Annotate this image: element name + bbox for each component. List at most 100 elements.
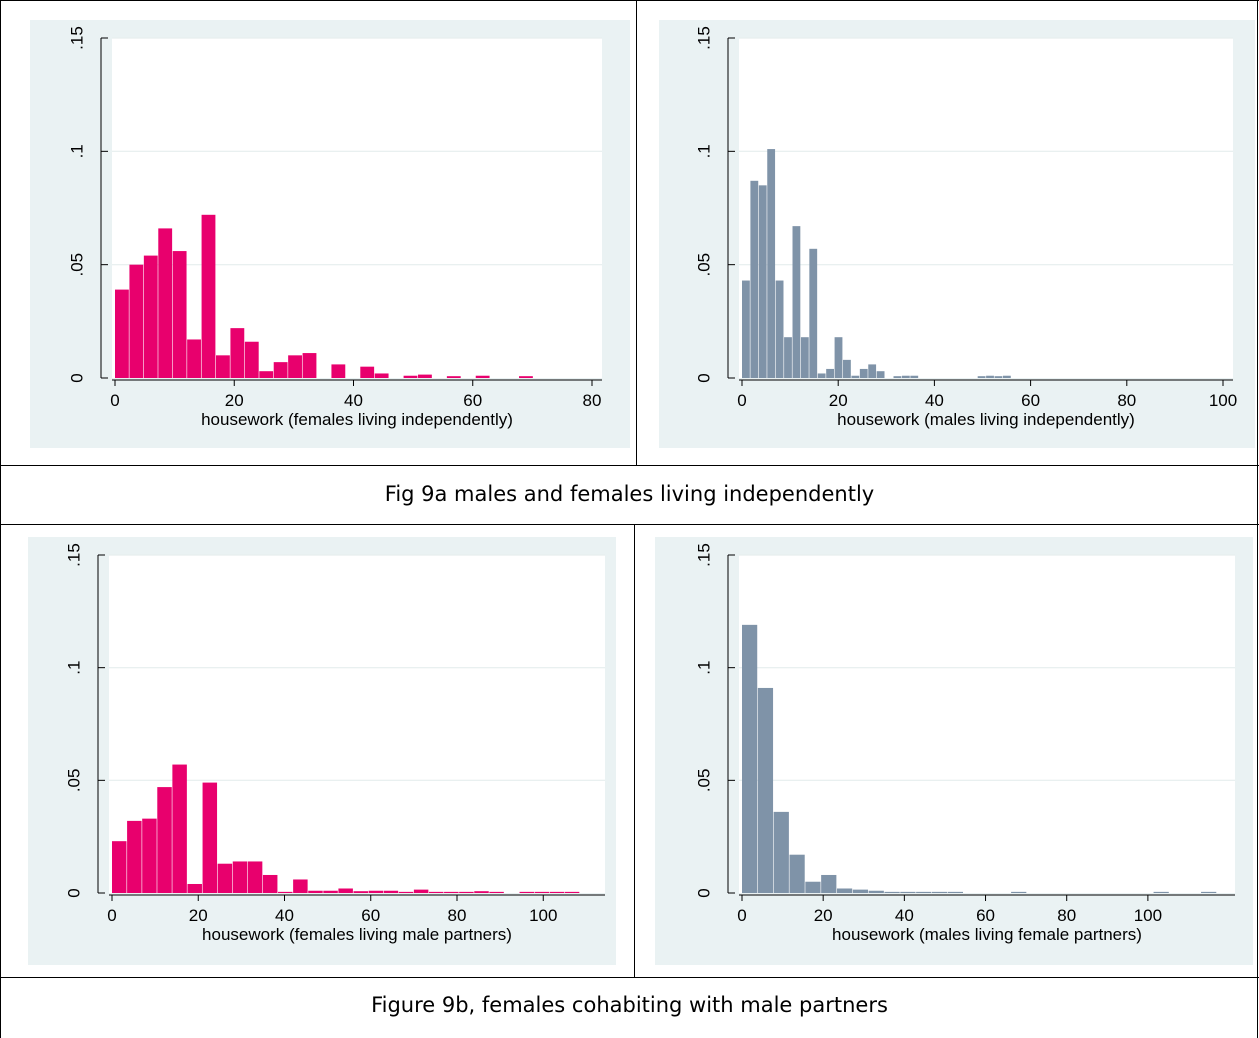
- histogram-bar: [302, 353, 317, 378]
- y-tick-label: .05: [694, 253, 713, 277]
- y-tick-label: .15: [694, 26, 713, 50]
- histogram-bar: [876, 371, 885, 378]
- table-column-divider: [636, 0, 637, 465]
- plot-region: [112, 38, 602, 378]
- histogram-bar: [142, 818, 157, 893]
- histogram-bar: [383, 890, 399, 893]
- histogram-bar: [413, 889, 429, 893]
- histogram-bar: [374, 373, 389, 378]
- histogram-bar: [217, 863, 233, 893]
- histogram-bar: [931, 891, 948, 893]
- x-tick-label: 60: [463, 391, 482, 410]
- histogram-bar: [947, 891, 964, 893]
- histogram-bar: [112, 841, 127, 893]
- histogram-bar: [834, 337, 843, 378]
- x-tick-label: 0: [737, 391, 746, 410]
- histogram-bar: [836, 888, 853, 893]
- histogram-bar: [446, 376, 461, 378]
- histogram-bar: [821, 874, 837, 893]
- histogram-bar: [742, 624, 758, 893]
- histogram-bar: [232, 861, 248, 893]
- histogram-bar: [428, 891, 444, 893]
- x-tick-label: 80: [448, 906, 467, 925]
- histogram-bar: [157, 787, 172, 893]
- caption-top: Fig 9a males and females living independ…: [384, 482, 875, 506]
- table-column-divider: [634, 524, 635, 977]
- histogram-bar: [800, 337, 809, 378]
- histogram-bar: [900, 891, 916, 893]
- histogram-bar: [444, 891, 459, 893]
- histogram-bar: [784, 337, 792, 378]
- histogram-bar: [977, 376, 986, 378]
- table-row-divider: [0, 524, 1259, 525]
- histogram-bar: [489, 891, 504, 893]
- histogram-bar: [201, 214, 216, 378]
- histogram-bar: [775, 280, 784, 378]
- x-tick-label: 20: [189, 906, 208, 925]
- y-tick-label: .1: [694, 144, 713, 158]
- histogram-bar: [262, 874, 278, 893]
- histogram-bar: [202, 782, 218, 893]
- chart-panel-females-partners: 0 .05 .1 .15 0 20 40 60 80 100 housework (females …: [28, 537, 616, 965]
- x-tick-label: 60: [976, 906, 995, 925]
- histogram-bar: [884, 891, 900, 893]
- chart-panel-females-independent: 0 .05 .1 .15 0 20 40 60 80 housework (females liv…: [30, 20, 630, 448]
- y-tick-label: .05: [67, 253, 86, 277]
- histogram-bar: [244, 341, 259, 378]
- y-tick-label: .1: [694, 661, 713, 675]
- y-tick-label: .05: [694, 769, 713, 793]
- x-tick-label: 40: [925, 391, 944, 410]
- y-tick-label: .1: [67, 144, 86, 158]
- histogram-bar: [767, 149, 776, 378]
- histogram-bar: [1201, 891, 1217, 893]
- chart-panel-males-partners: 0 .05 .1 .15 0 20 40 60 80 100 housework (males li…: [655, 537, 1253, 965]
- x-tick-label: 40: [275, 906, 294, 925]
- histogram-bar: [398, 891, 414, 893]
- x-axis-title: housework (males living female partners): [832, 925, 1142, 944]
- x-tick-label: 20: [225, 391, 244, 410]
- histogram-bar: [868, 890, 884, 893]
- x-tick-label: 0: [110, 391, 119, 410]
- histogram-bar: [143, 255, 158, 378]
- x-tick-label: 0: [737, 906, 746, 925]
- histogram-bar: [994, 376, 1003, 378]
- x-tick-label: 40: [344, 391, 363, 410]
- y-tick-label: 0: [64, 888, 83, 897]
- histogram-bar: [534, 891, 550, 893]
- table-row-divider: [0, 977, 1259, 978]
- x-tick-label: 0: [107, 906, 116, 925]
- histogram-bar: [1011, 891, 1027, 893]
- histogram-bar: [868, 364, 877, 378]
- x-tick-label: 20: [814, 906, 833, 925]
- histogram-bar: [360, 366, 375, 378]
- histogram-bar: [288, 355, 302, 378]
- histogram-bar: [158, 228, 173, 378]
- histogram-bar: [230, 328, 245, 378]
- y-tick-label: 0: [67, 373, 86, 382]
- caption-bottom: Figure 9b, females cohabiting with male …: [371, 993, 888, 1017]
- y-tick-label: 0: [694, 373, 713, 382]
- histogram-bar: [172, 251, 187, 378]
- histogram-bar: [805, 881, 821, 893]
- histogram-bar: [817, 373, 826, 378]
- histogram-bar: [852, 889, 869, 893]
- histogram-bar: [1002, 375, 1011, 378]
- table-border-right: [1257, 0, 1258, 1038]
- histogram-bar: [910, 375, 919, 378]
- histogram-females-independent: 0 .05 .1 .15 0 20 40 60 80 housework (females liv…: [30, 20, 630, 448]
- histogram-bar: [187, 339, 201, 378]
- histogram-bar: [368, 890, 384, 893]
- plot-region: [739, 38, 1233, 378]
- x-axis-title: housework (males living independently): [837, 410, 1135, 429]
- histogram-bar: [519, 376, 533, 378]
- x-axis-title: housework (females living male partners): [202, 925, 512, 944]
- histogram-bar: [129, 264, 144, 378]
- histogram-bar: [519, 891, 535, 893]
- histogram-bar: [308, 890, 323, 893]
- table-border-top: [0, 0, 1259, 1]
- histogram-bar: [474, 891, 489, 893]
- histogram-bar: [273, 362, 288, 378]
- table-border-left: [0, 0, 1, 1038]
